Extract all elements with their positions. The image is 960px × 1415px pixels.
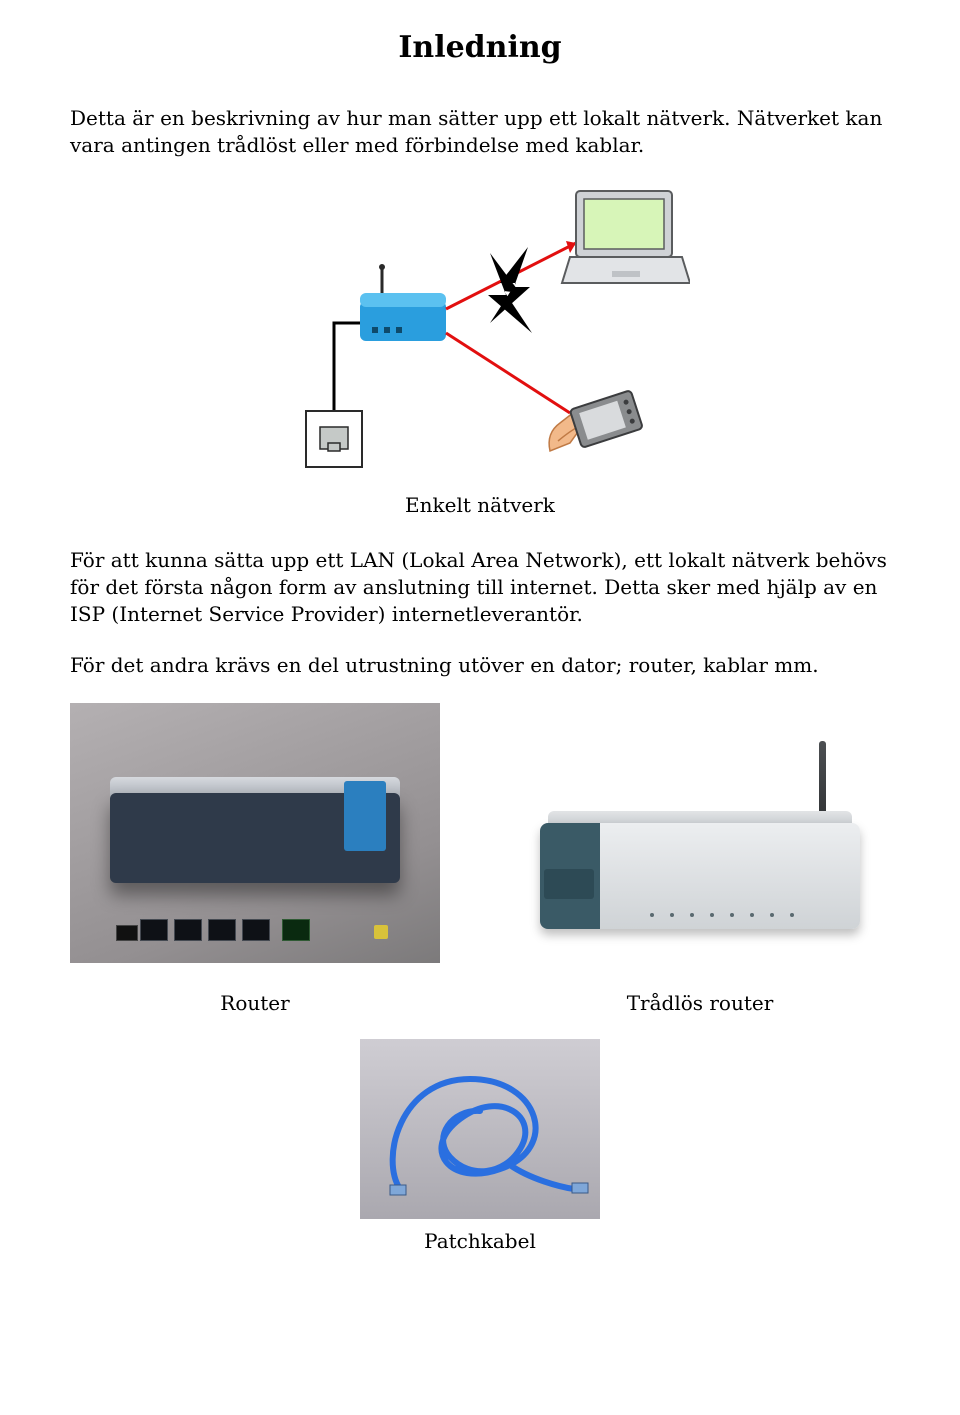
cable-connector-left xyxy=(390,1185,406,1195)
router-column: Router xyxy=(70,703,440,1015)
equipment-paragraph: För det andra krävs en del utrustning ut… xyxy=(70,652,890,679)
wireless-link-router-pda xyxy=(446,333,570,413)
diagram-caption: Enkelt nätverk xyxy=(70,493,890,517)
wireless-router-caption: Trådlös router xyxy=(627,991,774,1015)
wall-port-icon xyxy=(306,411,362,467)
page-title: Inledning xyxy=(70,30,890,65)
product-row: Router Trådlös router xyxy=(70,703,890,1015)
cable-connector-right xyxy=(572,1183,588,1193)
hand-pda-icon xyxy=(549,390,643,451)
patch-cable-section: Patchkabel xyxy=(360,1039,600,1253)
laptop-icon xyxy=(562,191,690,283)
wireless-bolt-icon xyxy=(488,247,532,333)
wireless-router-column: Trådlös router xyxy=(510,733,890,1015)
lan-paragraph: För att kunna sätta upp ett LAN (Lokal A… xyxy=(70,547,890,628)
intro-paragraph: Detta är en beskrivning av hur man sätte… xyxy=(70,105,890,159)
network-diagram xyxy=(270,183,690,487)
network-diagram-svg xyxy=(270,183,690,483)
wireless-router-photo xyxy=(510,733,890,963)
router-photo xyxy=(70,703,440,963)
router-caption: Router xyxy=(220,991,289,1015)
patch-cable-caption: Patchkabel xyxy=(424,1229,536,1253)
patch-cable-photo xyxy=(360,1039,600,1219)
document-page: Inledning Detta är en beskrivning av hur… xyxy=(0,0,960,1415)
router-icon xyxy=(360,264,446,341)
cable-coil xyxy=(393,1079,574,1189)
cable-svg xyxy=(360,1039,600,1219)
